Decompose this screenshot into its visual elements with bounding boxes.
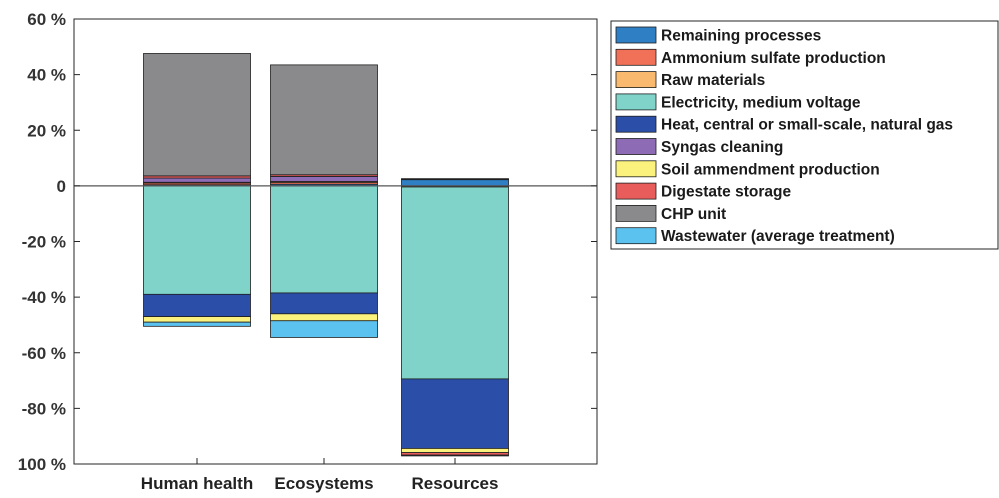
y-tick-label: -20 %	[22, 233, 66, 252]
legend-item-label: Raw materials	[661, 72, 765, 89]
bar-segment	[270, 320, 378, 338]
x-axis: Human health Ecosystems Resources	[141, 458, 499, 493]
legend-swatch	[615, 138, 657, 155]
legend-swatch	[615, 160, 657, 178]
y-axis: 60 % 40 % 20 % 0 -20 % -40 % -60 % -80 % 100 %	[18, 10, 597, 474]
bar-segment	[143, 53, 251, 177]
bar-segment	[143, 177, 251, 183]
legend-box	[610, 20, 999, 250]
x-category-label: Resources	[412, 474, 499, 493]
bar-segment	[401, 454, 509, 457]
legend-swatch	[615, 182, 657, 200]
legend-item-label: Wastewater (average treatment)	[661, 228, 895, 245]
bar-segment	[270, 176, 378, 182]
y-tick-label: 0	[57, 177, 66, 196]
legend-item-label: Electricity, medium voltage	[661, 94, 861, 111]
legend-item-label: Soil ammendment production	[661, 161, 880, 178]
legend-item-label: Syngas cleaning	[661, 139, 783, 156]
bar-segment	[401, 178, 509, 187]
bar-segment	[143, 316, 251, 323]
bar-segment	[401, 378, 509, 449]
legend-swatch	[615, 115, 657, 133]
bar-segment	[143, 293, 251, 317]
bars-layer	[143, 53, 509, 457]
bar-segment	[270, 292, 378, 315]
bar-segment	[270, 64, 378, 176]
y-tick-label: -60 %	[22, 344, 66, 363]
y-tick-label: 40 %	[27, 66, 66, 85]
x-category-label: Ecosystems	[274, 474, 373, 493]
bar-segment	[401, 178, 509, 180]
y-tick-label: 20 %	[27, 121, 66, 140]
legend-swatch	[615, 204, 657, 222]
y-tick-label: 60 %	[27, 10, 66, 29]
legend-item-label: Remaining processes	[661, 28, 821, 45]
legend-swatch	[615, 227, 657, 245]
y-tick-label: 100 %	[18, 455, 66, 474]
legend-item-label: Heat, central or small-scale, natural ga…	[661, 117, 953, 134]
legend-swatch	[615, 71, 657, 88]
legend-item-label: Digestate storage	[661, 184, 791, 201]
y-tick-label: -80 %	[22, 399, 66, 418]
bar-segment	[401, 448, 509, 453]
bar-segment	[143, 185, 251, 295]
bar-segment	[270, 313, 378, 322]
legend: Remaining processes Ammonium sulfate prod…	[610, 20, 999, 250]
bar-segment	[401, 186, 509, 380]
x-category-label: Human health	[141, 474, 253, 493]
legend-swatch	[615, 93, 657, 111]
y-tick-label: -40 %	[22, 288, 66, 307]
legend-swatch	[615, 26, 657, 44]
legend-item-label: Ammonium sulfate production	[661, 50, 886, 67]
bar-segment	[143, 321, 251, 327]
legend-swatch	[615, 48, 657, 66]
legend-item-label: CHP unit	[661, 206, 726, 223]
bar-segment	[270, 185, 378, 294]
